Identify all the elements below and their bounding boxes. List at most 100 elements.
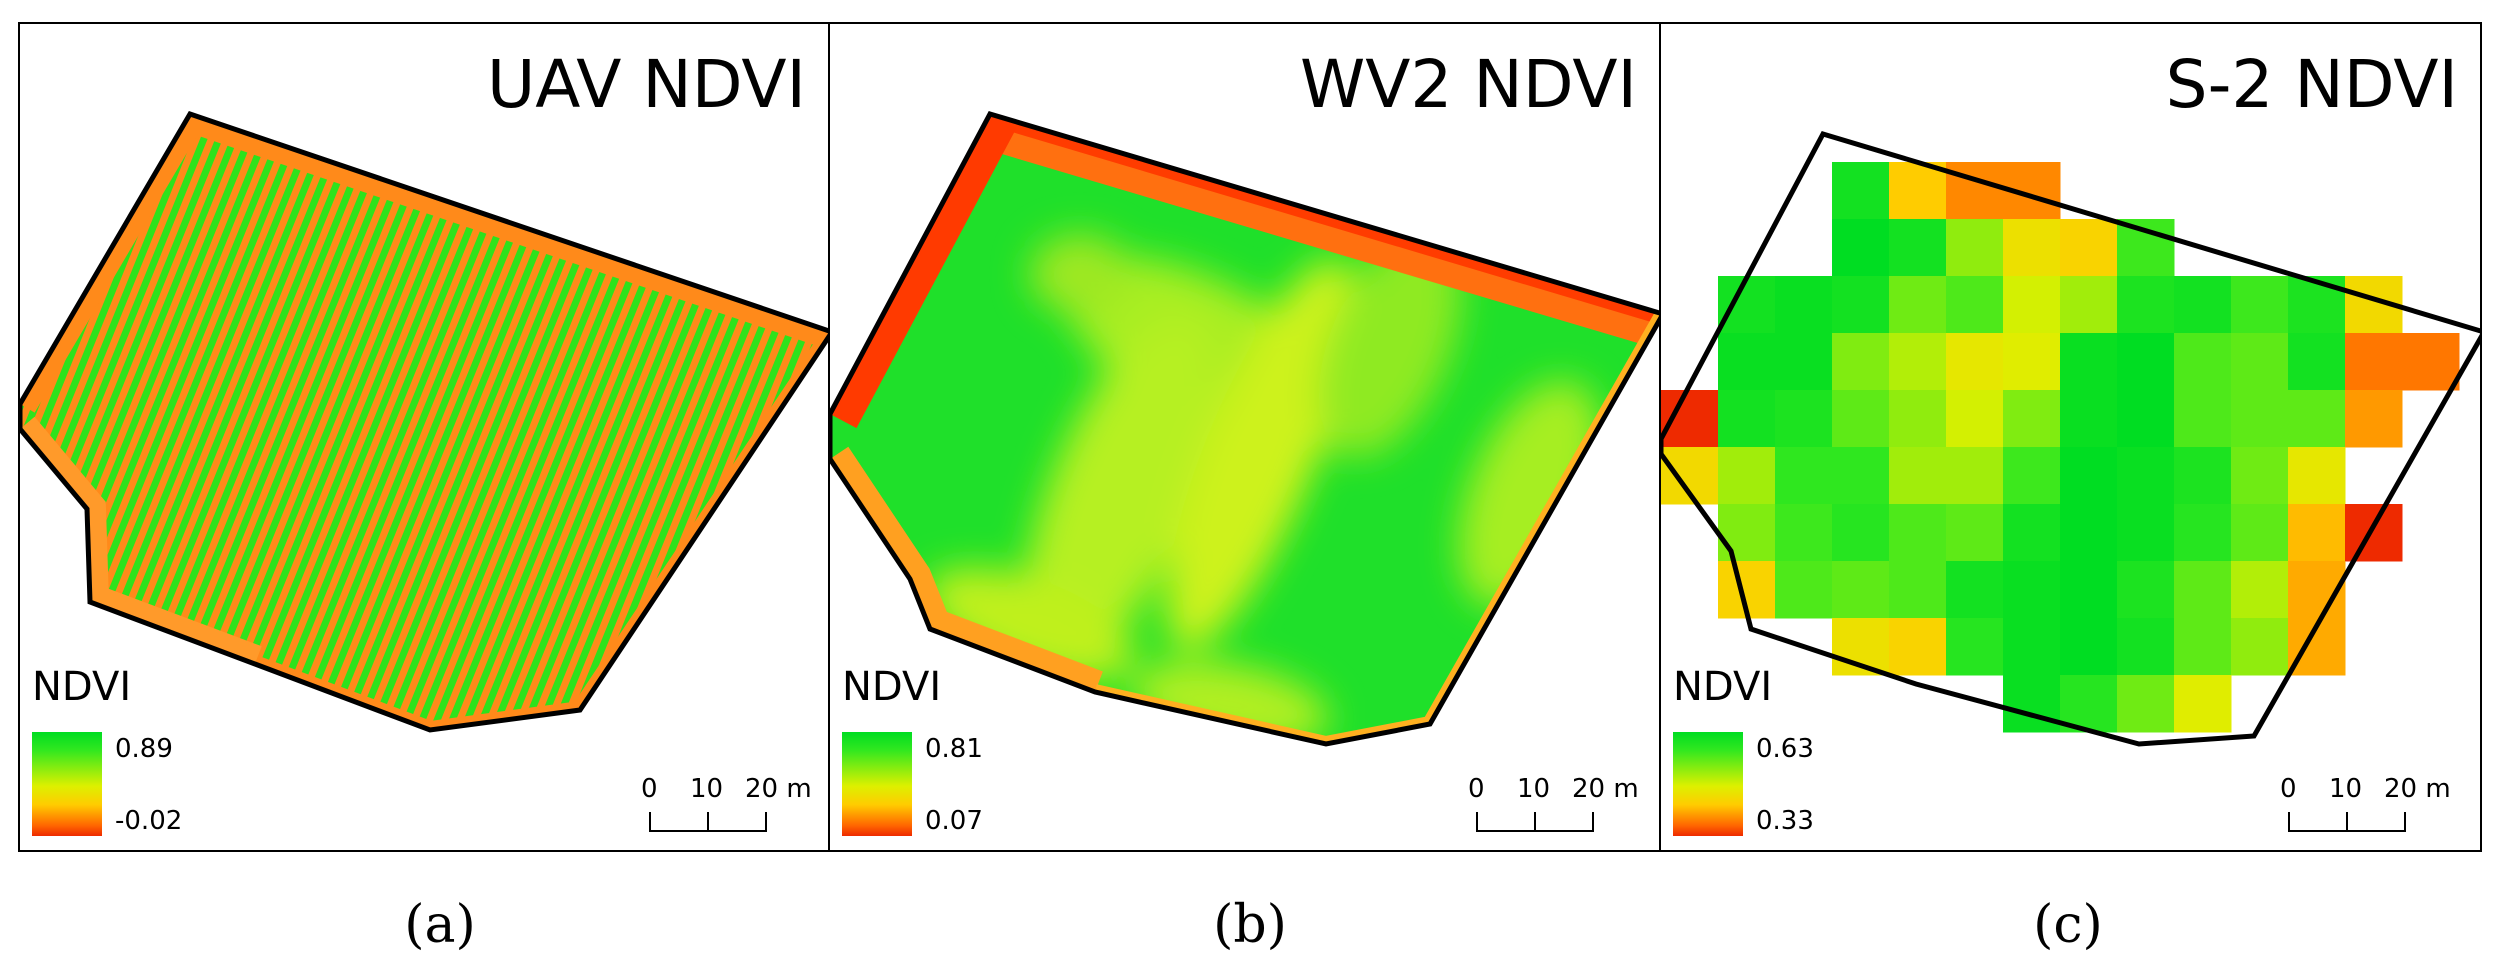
s2-pixel [2060,504,2118,562]
s2-pixel [2174,561,2232,619]
s2-pixel [1775,390,1833,448]
scale-bar-tick [649,812,651,832]
s2-pixel [1718,504,1776,562]
s2-pixel [2060,447,2118,505]
scale-bar-tick [2404,812,2406,832]
legend-max-value: 0.63 [1756,734,1814,764]
s2-pixel [2174,333,2232,391]
s2-pixel [2003,219,2061,277]
scale-label-20m: 20 m [745,774,812,804]
s2-pixel [2231,561,2289,619]
s2-pixel [2231,276,2289,334]
s2-pixel [1832,561,1890,619]
s2-pixel [2003,675,2061,733]
s2-pixel [1832,447,1890,505]
s2-pixel [1718,276,1776,334]
scale-bar-tick [1476,812,1478,832]
s2-pixel [1832,504,1890,562]
s2-pixel [2231,504,2289,562]
s2-pixel [1946,561,2004,619]
s2-pixel [2060,333,2118,391]
s2-pixel [2288,447,2346,505]
s2-pixel [2402,333,2460,391]
s2-pixel [2174,504,2232,562]
s2-pixel [1889,618,1947,676]
s2-pixel [1889,561,1947,619]
s2-pixel [2231,390,2289,448]
s2-pixel [2174,276,2232,334]
s2-pixel [1889,333,1947,391]
panel-wv2-ndvi: WV2 NDVI NDVI 0.81 0.07 0 10 20 m [828,22,1661,852]
s2-pixel [1832,276,1890,334]
s2-pixel [1946,333,2004,391]
s2-pixel [2231,447,2289,505]
s2-pixel [2231,333,2289,391]
s2-pixel [2003,504,2061,562]
s2-pixel [1946,219,2004,277]
s2-pixel [1718,390,1776,448]
panel-title: UAV NDVI [486,46,806,123]
scale-bar-tick [2346,812,2348,832]
s2-pixel [1946,618,2004,676]
caption-a: (a) [404,895,476,955]
s2-pixel-grid [1661,162,2460,733]
uav-field-boundary [20,110,828,733]
s2-pixel [1775,504,1833,562]
s2-pixel [1889,504,1947,562]
s2-pixel [2060,276,2118,334]
s2-pixel [1775,333,1833,391]
s2-pixel [2117,333,2175,391]
s2-pixel [2174,675,2232,733]
s2-pixel [2003,447,2061,505]
s2-pixel [2288,390,2346,448]
s2-pixel [1718,447,1776,505]
s2-pixel [1832,219,1890,277]
s2-pixel [2060,219,2118,277]
s2-pixel [1946,504,2004,562]
s2-pixel [2117,504,2175,562]
panel-s2-ndvi: S-2 NDVI NDVI 0.63 0.33 0 10 20 m [1659,22,2482,852]
s2-pixel [2288,276,2346,334]
legend-min-value: -0.02 [115,806,183,836]
legend-title: NDVI [32,664,132,710]
scale-label-0: 0 [1468,774,1485,804]
s2-pixel [2003,618,2061,676]
s2-pixel [2003,333,2061,391]
s2-pixel [2117,675,2175,733]
s2-pixel [2231,618,2289,676]
legend-color-ramp [1673,732,1743,836]
s2-pixel [2003,561,2061,619]
s2-pixel [1775,276,1833,334]
s2-pixel [1832,333,1890,391]
scale-label-10: 10 [690,774,724,804]
panel-title: WV2 NDVI [1299,46,1637,123]
s2-pixel [1889,447,1947,505]
s2-pixel [1889,390,1947,448]
legend-min-value: 0.07 [925,806,983,836]
s2-pixel [2060,390,2118,448]
scale-bar-tick [1534,812,1536,832]
s2-pixel [2345,333,2403,391]
s2-ndvi-map [1661,131,2480,747]
panel-uav-ndvi: UAV NDVI NDVI 0.89 -0.02 0 10 20 m [18,22,830,852]
s2-pixel [1946,447,2004,505]
scale-bar-tick [765,812,767,832]
s2-pixel [1775,561,1833,619]
s2-pixel [1718,333,1776,391]
s2-pixel [1775,447,1833,505]
s2-pixel [1889,162,1947,220]
scale-bar: 0 10 20 m [2272,772,2451,832]
s2-pixel [2060,561,2118,619]
legend-min-value: 0.33 [1756,806,1814,836]
s2-pixel [1889,276,1947,334]
uav-ndvi-map [20,110,828,733]
scale-bar-tick [1592,812,1594,832]
scale-bar: 0 10 20 m [1460,772,1639,832]
scale-label-0: 0 [641,774,658,804]
s2-pixel [2117,618,2175,676]
legend-title: NDVI [842,664,942,710]
legend-title: NDVI [1673,664,1773,710]
scale-label-10: 10 [2329,774,2363,804]
s2-pixel [1946,162,2004,220]
